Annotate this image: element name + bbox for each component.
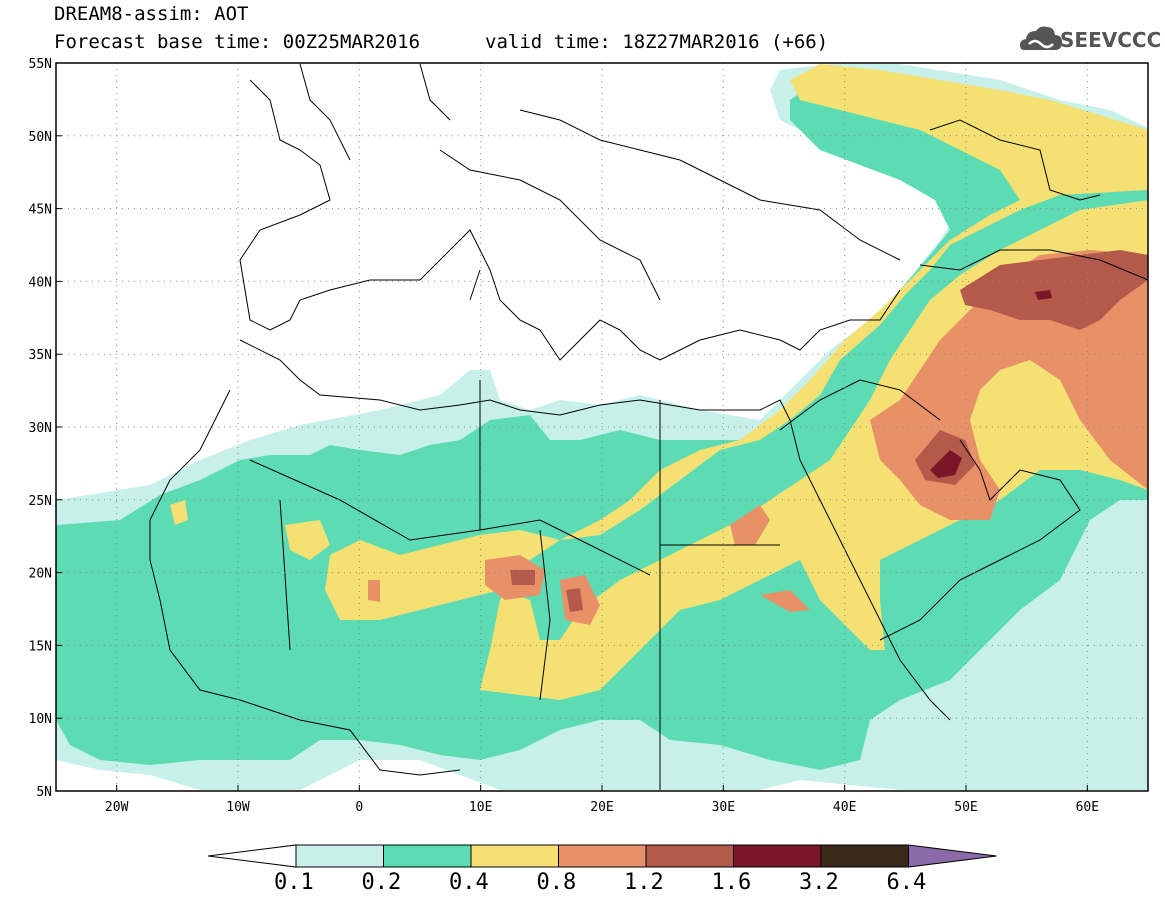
map-title: DREAM8-assim: AOT [54, 3, 249, 25]
lat-tick-label: 15N [29, 639, 52, 654]
aot-contour-1.6 [1035, 290, 1052, 300]
lat-tick-label: 5N [36, 785, 52, 800]
colorbar-segment [733, 844, 822, 868]
forecast-base-time: Forecast base time: 00Z25MAR2016 [54, 31, 421, 53]
logo-text: SEEVCCC [1060, 28, 1162, 52]
aot-contour-1.2 [566, 588, 583, 612]
colorbar-level-label: 0.4 [449, 870, 489, 895]
lat-tick-label: 10N [29, 712, 52, 727]
cloud-icon [1020, 26, 1062, 50]
colorbar-segment [295, 844, 384, 868]
colorbar-level-label: 3.2 [799, 870, 839, 895]
lat-tick-label: 35N [29, 348, 52, 363]
lon-tick-label: 60E [1076, 800, 1099, 815]
lon-tick-label: 30E [712, 800, 735, 815]
colorbar [207, 844, 997, 868]
colorbar-segment [383, 844, 472, 868]
lon-tick-label: 40E [833, 800, 856, 815]
aot-contour-1.6 [930, 450, 962, 478]
lat-tick-label: 20N [29, 567, 52, 582]
aot-contour-1.2 [960, 250, 1148, 330]
colorbar-over-triangle [908, 844, 997, 868]
lon-tick-label: 0 [355, 800, 363, 815]
aot-contour-0.4 [325, 64, 1148, 700]
aot-contour-0.8 [760, 590, 810, 612]
colorbar-segment [558, 844, 647, 868]
lat-tick-label: 30N [29, 421, 52, 436]
lat-tick-label: 25N [29, 494, 52, 509]
colorbar-segment [645, 844, 734, 868]
aot-contour-0.8 [730, 505, 770, 545]
colorbar-level-label: 0.8 [536, 870, 577, 895]
colorbar-segment [820, 844, 909, 868]
coastlines [149, 63, 1149, 790]
valid-time: valid time: 18Z27MAR2016 (+66) [485, 31, 829, 53]
colorbar-level-label: 1.2 [624, 870, 664, 895]
lon-tick-label: 10E [469, 800, 492, 815]
lon-tick-label: 20E [590, 800, 613, 815]
colorbar-level-label: 0.2 [361, 870, 402, 895]
lon-tick-label: 50E [954, 800, 977, 815]
colorbar-under-triangle [207, 844, 297, 868]
aot-contour-0.8 [368, 580, 380, 602]
aot-contour-0.4 [170, 500, 188, 525]
lat-tick-label: 45N [29, 203, 52, 218]
aot-contour-0.4 [285, 520, 330, 560]
lon-tick-label: 10W [226, 800, 250, 815]
colorbar-level-label: 6.4 [886, 870, 927, 895]
lat-tick-label: 55N [29, 57, 52, 72]
lat-tick-label: 40N [29, 275, 52, 290]
lat-tick-label: 50N [29, 130, 52, 145]
colorbar-level-label: 1.6 [711, 870, 752, 895]
colorbar-level-label: 0.1 [274, 870, 314, 895]
lon-tick-label: 20W [105, 800, 129, 815]
colorbar-segment [470, 844, 559, 868]
aot-contour-1.2 [510, 570, 535, 585]
